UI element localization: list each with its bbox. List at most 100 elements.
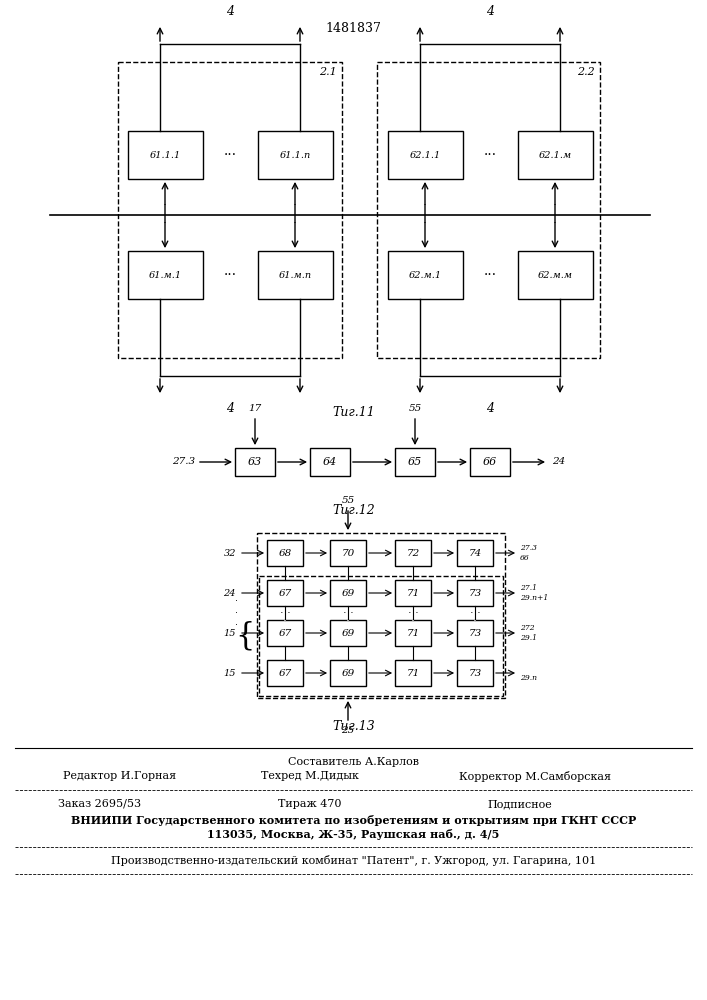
Bar xyxy=(257,533,505,698)
Text: ···: ··· xyxy=(223,148,237,162)
Text: 62.1.1: 62.1.1 xyxy=(409,150,440,159)
Text: 71: 71 xyxy=(407,668,420,678)
Text: Корректор М.Самборская: Корректор М.Самборская xyxy=(459,770,611,782)
Text: ВНИИПИ Государственного комитета по изобретениям и открытиям при ГКНТ СССР: ВНИИПИ Государственного комитета по изоб… xyxy=(71,814,636,826)
Text: 68: 68 xyxy=(279,548,291,558)
Text: ···: ··· xyxy=(223,268,237,282)
Text: 61.м.1: 61.м.1 xyxy=(148,270,182,279)
Bar xyxy=(330,580,366,606)
Text: 74: 74 xyxy=(468,548,481,558)
Bar xyxy=(127,251,202,299)
Text: 24: 24 xyxy=(223,588,236,597)
Bar xyxy=(127,131,202,179)
Bar xyxy=(330,660,366,686)
Text: 65: 65 xyxy=(408,457,422,467)
Text: 73: 73 xyxy=(468,588,481,597)
Text: ·
·: · · xyxy=(283,597,287,629)
Text: 4: 4 xyxy=(486,402,494,415)
Text: ·
·: · · xyxy=(293,200,297,231)
Text: 62.м.м: 62.м.м xyxy=(537,270,573,279)
Bar xyxy=(257,251,332,299)
Bar xyxy=(457,580,493,606)
Text: 32: 32 xyxy=(223,548,236,558)
Bar xyxy=(395,580,431,606)
Text: ·
·
·: · · · xyxy=(235,596,238,630)
Text: ···: ··· xyxy=(484,268,496,282)
Bar xyxy=(257,131,332,179)
Text: 72: 72 xyxy=(407,548,420,558)
Text: 66: 66 xyxy=(483,457,497,467)
Text: 67: 67 xyxy=(279,588,291,597)
Bar xyxy=(395,448,435,476)
Text: Производственно-издательский комбинат "Патент", г. Ужгород, ул. Гагарина, 101: Производственно-издательский комбинат "П… xyxy=(111,856,596,866)
Text: 27.3: 27.3 xyxy=(172,458,195,466)
Text: 62.м.1: 62.м.1 xyxy=(409,270,442,279)
Bar xyxy=(457,540,493,566)
Text: ·
·: · · xyxy=(423,200,427,231)
Text: Редактор И.Горная: Редактор И.Горная xyxy=(64,771,177,781)
Text: 113035, Москва, Ж-35, Раушская наб., д. 4/5: 113035, Москва, Ж-35, Раушская наб., д. … xyxy=(207,828,500,840)
Text: 29.n+1: 29.n+1 xyxy=(520,594,548,602)
Bar xyxy=(330,540,366,566)
Text: 62.1.м: 62.1.м xyxy=(539,150,571,159)
Text: · ·: · · xyxy=(280,608,291,618)
Text: 27.3: 27.3 xyxy=(520,544,537,552)
Text: 272: 272 xyxy=(520,624,534,632)
Text: Техред М.Дидык: Техред М.Дидык xyxy=(261,771,359,781)
Text: 2.1: 2.1 xyxy=(320,67,337,77)
Text: 55: 55 xyxy=(409,404,421,413)
Bar xyxy=(387,131,462,179)
Text: 24: 24 xyxy=(552,458,566,466)
Text: Τиг.13: Τиг.13 xyxy=(332,720,375,732)
Text: 71: 71 xyxy=(407,588,420,597)
Text: 15: 15 xyxy=(223,668,236,678)
Text: ·
·: · · xyxy=(163,200,167,231)
Text: 73: 73 xyxy=(468,629,481,638)
Text: Заказ 2695/53: Заказ 2695/53 xyxy=(59,799,141,809)
Text: 4: 4 xyxy=(226,402,234,415)
Text: 29.1: 29.1 xyxy=(520,634,537,642)
Text: ·
·: · · xyxy=(473,597,477,629)
Bar xyxy=(387,251,462,299)
Text: 69: 69 xyxy=(341,588,355,597)
Bar xyxy=(395,540,431,566)
Text: 63: 63 xyxy=(248,457,262,467)
Text: ···: ··· xyxy=(484,148,496,162)
Text: {: { xyxy=(235,620,255,652)
Text: 61.1.n: 61.1.n xyxy=(279,150,310,159)
Text: Составитель А.Карлов: Составитель А.Карлов xyxy=(288,757,419,767)
Text: 4: 4 xyxy=(486,5,494,18)
Bar xyxy=(235,448,275,476)
Bar xyxy=(457,620,493,646)
Text: 25: 25 xyxy=(341,726,355,735)
Text: ·
·: · · xyxy=(346,597,350,629)
Bar xyxy=(395,620,431,646)
Text: 4: 4 xyxy=(226,5,234,18)
Text: ·
·: · · xyxy=(411,597,415,629)
Bar xyxy=(518,251,592,299)
Text: 61.м.n: 61.м.n xyxy=(279,270,312,279)
Text: 61.1.1: 61.1.1 xyxy=(149,150,180,159)
Text: 17: 17 xyxy=(248,404,262,413)
Text: · ·: · · xyxy=(408,608,419,618)
Bar xyxy=(518,131,592,179)
Text: 15: 15 xyxy=(223,629,236,638)
Bar xyxy=(267,620,303,646)
Bar xyxy=(330,620,366,646)
Bar xyxy=(267,660,303,686)
Text: Τиг.12: Τиг.12 xyxy=(332,504,375,516)
Bar xyxy=(470,448,510,476)
Text: · ·: · · xyxy=(343,608,354,618)
Text: 69: 69 xyxy=(341,629,355,638)
Text: 1481837: 1481837 xyxy=(325,21,382,34)
Bar xyxy=(118,62,342,358)
Bar xyxy=(267,580,303,606)
Text: · ·: · · xyxy=(469,608,480,618)
Bar xyxy=(395,660,431,686)
Text: 73: 73 xyxy=(468,668,481,678)
Text: 71: 71 xyxy=(407,629,420,638)
Text: 69: 69 xyxy=(341,668,355,678)
Text: 66: 66 xyxy=(520,554,530,562)
Text: 2.2: 2.2 xyxy=(577,67,595,77)
Text: Тираж 470: Тираж 470 xyxy=(279,799,341,809)
